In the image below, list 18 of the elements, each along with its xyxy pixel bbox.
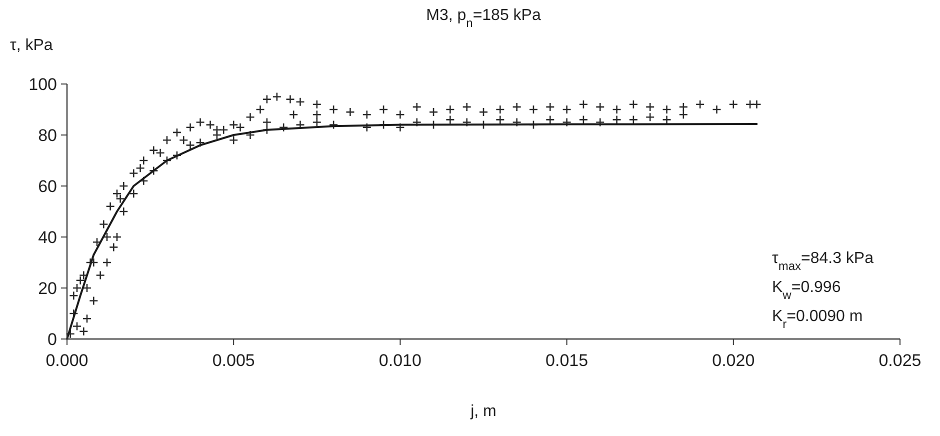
y-tick-label: 100 xyxy=(28,74,57,94)
x-tick-label: 0.000 xyxy=(46,351,88,370)
x-axis-title: j, m xyxy=(470,403,496,420)
y-tick-label: 40 xyxy=(38,228,57,247)
y-tick-label: 80 xyxy=(38,126,57,145)
chart-title: M3, p$_{n}$=185 kPa xyxy=(426,7,541,30)
y-axis-title: τ, kPa xyxy=(10,37,53,54)
y-tick-label: 60 xyxy=(38,176,57,196)
x-tick-label: 0.025 xyxy=(878,351,922,370)
annotation: K$_{w}$=0.996 xyxy=(772,279,841,302)
annotation: τ$_{max}$=84.3 kPa xyxy=(772,250,874,273)
x-tick-label: 0.010 xyxy=(378,351,422,370)
y-tick-label: 0 xyxy=(48,330,57,349)
x-tick-label: 0.005 xyxy=(212,351,255,370)
annotation: K$_{r}$=0.0090 m xyxy=(772,308,863,331)
x-tick-label: 0.020 xyxy=(712,351,755,370)
x-tick-label: 0.015 xyxy=(546,351,588,370)
y-tick-label: 20 xyxy=(38,278,57,298)
